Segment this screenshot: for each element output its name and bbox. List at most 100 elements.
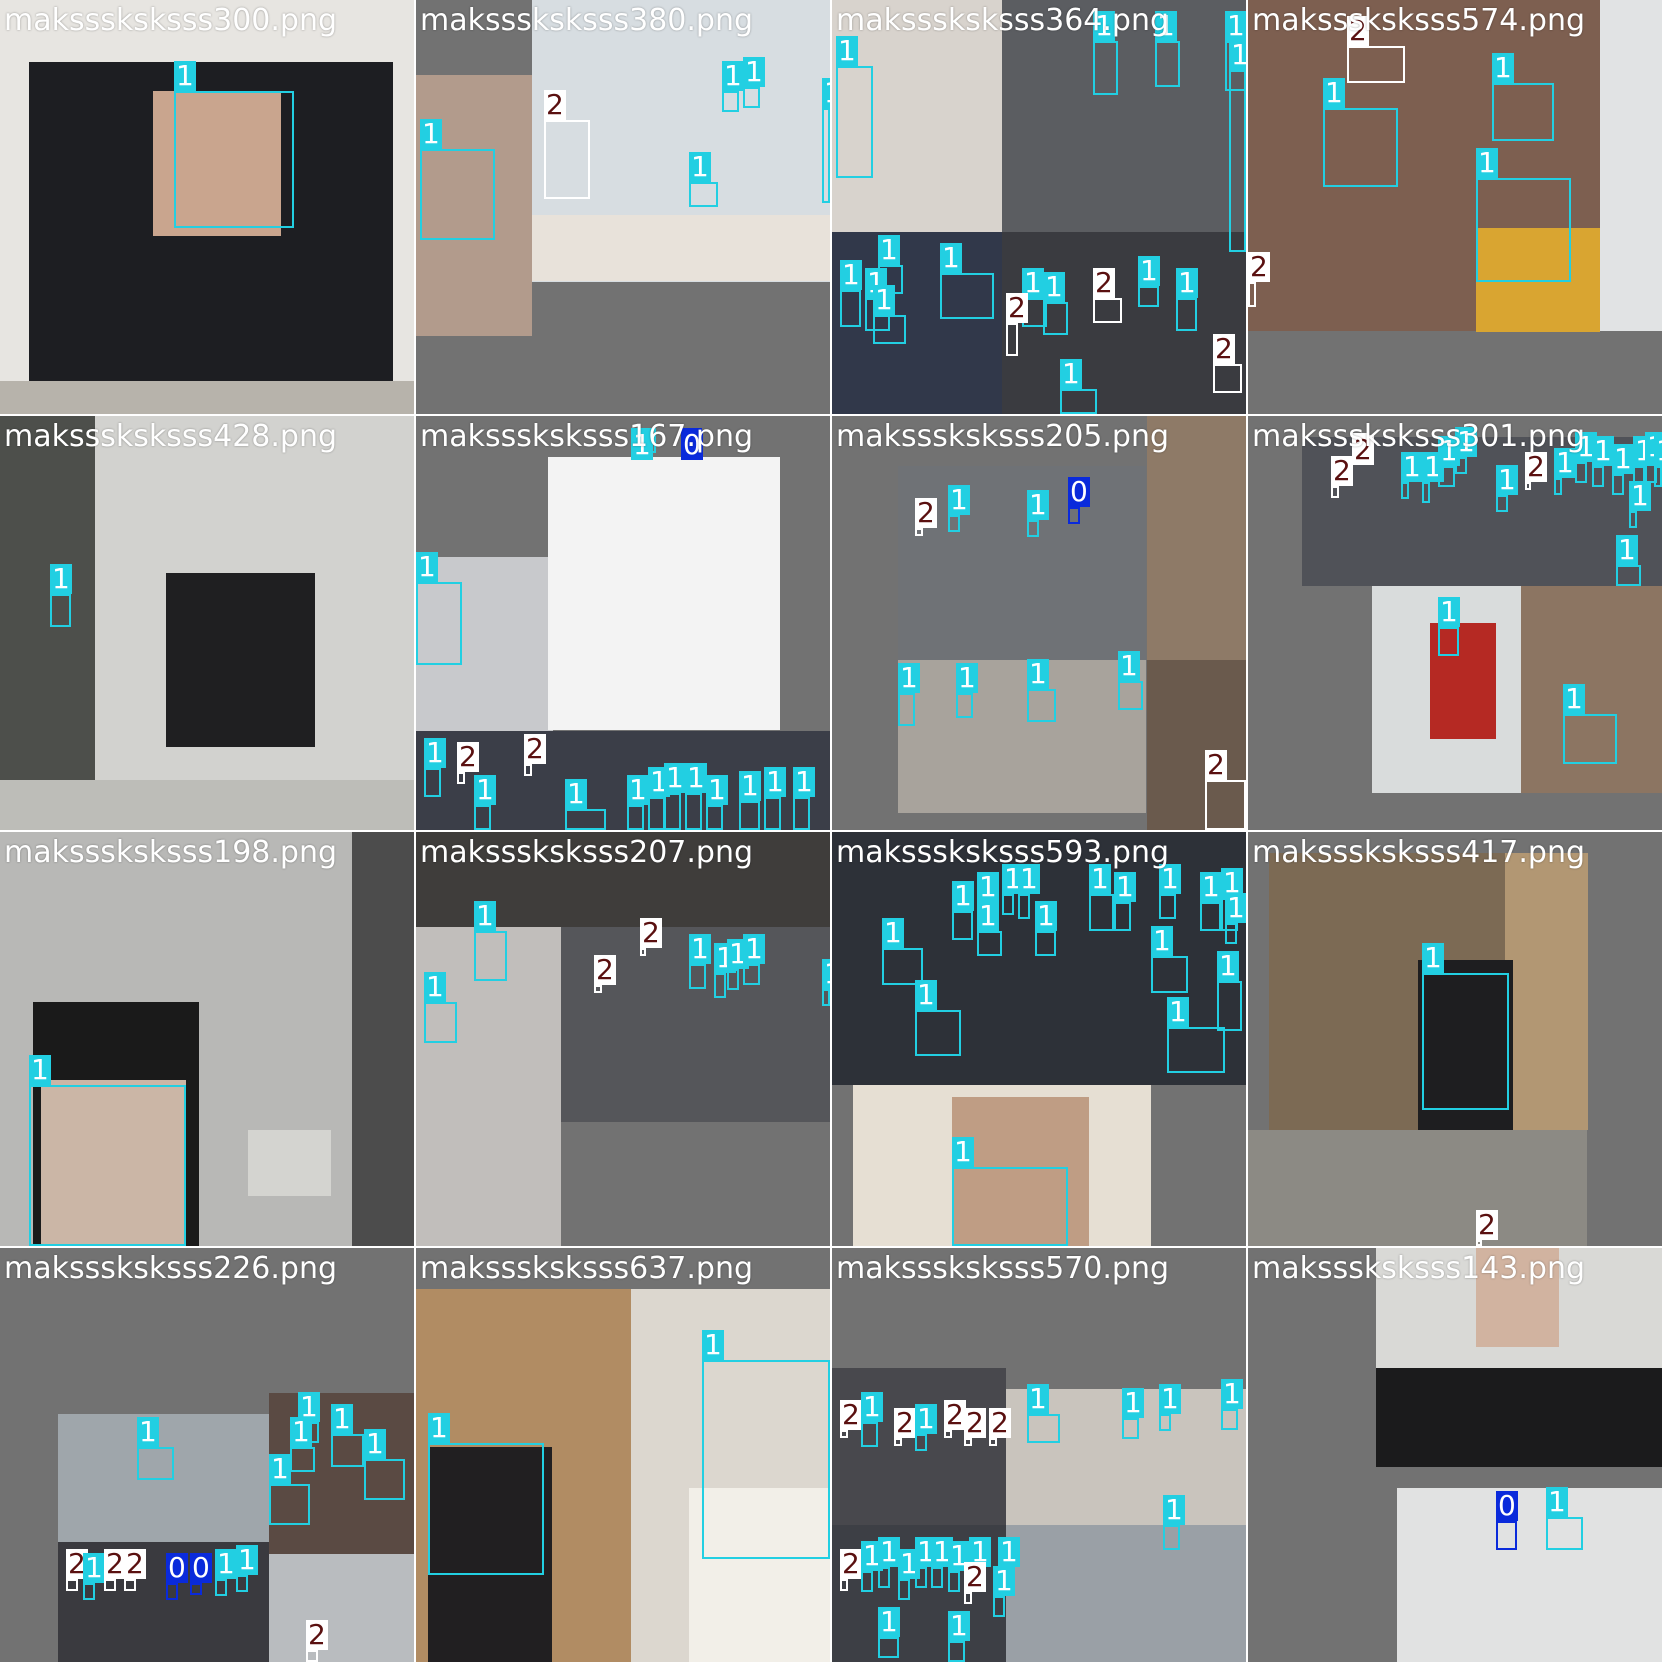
class-label: 2 [124, 1547, 146, 1580]
class-label: 1 [969, 1535, 991, 1568]
image-tile: 1 1 1 1 1 1 2 1 2 2 0 0 1 1 2 maksssksksss226.png [0, 1248, 414, 1662]
detection-box-mask: 1 [952, 881, 974, 940]
detection-box-incorrect-mask: 2 [1248, 252, 1270, 307]
detection-box-incorrect-mask: 2 [915, 498, 937, 536]
class-label: 1 [793, 765, 815, 798]
detection-box-mask: 1 [1401, 452, 1423, 499]
filename-label: maksssksksss637.png [420, 1251, 754, 1286]
class-label: 1 [236, 1543, 258, 1576]
detection-box-mask: 1 [269, 1454, 310, 1525]
class-label: 2 [1205, 748, 1227, 781]
detection-box-mask: 1 [840, 260, 862, 327]
class-label: 1 [290, 1415, 312, 1448]
detection-box-mask: 1 [822, 78, 830, 203]
photo-region [58, 1414, 269, 1555]
detection-box-mask: 1 [739, 771, 761, 830]
class-label: 1 [29, 1053, 51, 1086]
class-label: 1 [1654, 436, 1662, 466]
photo-region [532, 215, 830, 281]
class-label: 1 [1176, 266, 1198, 299]
class-label: 1 [952, 1135, 974, 1168]
class-label: 1 [474, 899, 496, 932]
detection-box-mask: 1 [993, 1566, 1015, 1617]
detection-box-mask: 1 [1200, 872, 1222, 931]
detection-box-incorrect-mask: 2 [640, 918, 662, 956]
detection-box-mask: 1 [1035, 901, 1057, 956]
detection-box-incorrect-mask: 2 [104, 1549, 126, 1591]
class-label: 0 [166, 1551, 188, 1584]
detection-box-mask: 1 [1616, 535, 1641, 586]
detection-box-mask: 1 [689, 152, 718, 207]
class-label: 1 [565, 777, 587, 810]
image-tile: 1 1 maksssksksss637.png [416, 1248, 830, 1662]
class-label: 1 [940, 241, 962, 274]
filename-label: maksssksksss301.png [1252, 419, 1586, 454]
detection-box-mask: 1 [1323, 78, 1398, 187]
detection-box-incorrect-mask: 2 [1525, 452, 1547, 490]
class-label: 1 [1455, 425, 1477, 458]
detection-box-mask: 1 [685, 763, 707, 830]
photo-region [1147, 416, 1246, 660]
class-label: 2 [840, 1547, 862, 1580]
detection-box-mask: 1 [1438, 597, 1460, 656]
class-label: 1 [1563, 682, 1585, 715]
class-label: 1 [1122, 1386, 1144, 1419]
filename-label: maksssksksss205.png [836, 419, 1170, 454]
photo-region [1505, 853, 1588, 1130]
detection-box-mask: 1 [727, 939, 749, 990]
class-label: 1 [898, 661, 920, 694]
photo-region [1376, 1368, 1662, 1467]
detection-box-mask: 1 [882, 918, 923, 985]
detection-box-mask: 1 [364, 1429, 405, 1500]
detection-box-mask: 1 [948, 485, 970, 532]
detection-box-mask: 1 [428, 1413, 544, 1575]
class-label: 0 [681, 428, 703, 461]
image-tile: 2 1 1 0 1 1 1 1 2 maksssksksss205.png [832, 416, 1246, 830]
photo-region [0, 381, 414, 414]
detection-box-mask: 1 [1027, 490, 1049, 537]
photo-region [416, 75, 532, 336]
class-label: 1 [1422, 941, 1444, 974]
image-tile: 2 1 1 1 2 maksssksksss574.png [1248, 0, 1662, 414]
class-label: 2 [544, 88, 566, 121]
class-label: 1 [822, 959, 830, 989]
class-label: 1 [1217, 949, 1239, 982]
detection-box-mask: 1 [1027, 659, 1056, 722]
detection-box-mask: 1 [1629, 481, 1651, 528]
photo-region [1476, 1248, 1559, 1347]
detection-box-mask: 1 [1217, 951, 1242, 1031]
class-label: 1 [1043, 270, 1065, 303]
detection-box-mask: 1 [764, 767, 786, 830]
detection-box-mask: 1 [648, 767, 670, 830]
class-label: 1 [1027, 488, 1049, 521]
class-label: 1 [948, 1609, 970, 1642]
filename-label: maksssksksss198.png [4, 835, 338, 870]
class-label: 2 [640, 916, 662, 949]
class-label: 1 [822, 78, 830, 108]
detection-box-incorrect-mask: 2 [1476, 1210, 1498, 1246]
detection-box-incorrect-mask: 2 [944, 1400, 966, 1438]
detection-box-mask: 1 [948, 1611, 970, 1662]
detection-box-mask: 1 [215, 1549, 237, 1596]
class-label: 1 [882, 916, 904, 949]
detection-box-mask: 1 [793, 767, 815, 830]
filename-label: maksssksksss143.png [1252, 1251, 1586, 1286]
class-label: 2 [989, 1406, 1011, 1439]
detection-box-mask: 1 [1492, 53, 1554, 141]
detection-box-mask: 1 [331, 1404, 364, 1467]
detection-box-mask: 1 [702, 1330, 830, 1559]
class-label: 2 [1525, 450, 1547, 483]
detection-box-mask: 1 [1043, 272, 1068, 335]
class-label: 1 [1546, 1485, 1568, 1518]
class-label: 1 [424, 736, 446, 769]
filename-label: maksssksksss574.png [1252, 3, 1586, 38]
class-label: 2 [1248, 250, 1270, 283]
detection-box-mask: 1 [1018, 864, 1040, 919]
detection-box-mask: 1 [420, 119, 495, 240]
photo-region [1418, 960, 1513, 1130]
class-label: 1 [627, 773, 649, 806]
photo-region [269, 1554, 414, 1662]
class-label: 2 [1006, 291, 1028, 324]
class-label: 1 [915, 978, 937, 1011]
